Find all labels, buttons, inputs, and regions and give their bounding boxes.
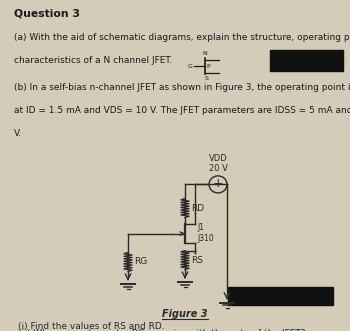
Text: Figure 3: Figure 3 — [162, 309, 208, 319]
Text: G: G — [188, 64, 193, 69]
Text: RS: RS — [191, 256, 203, 264]
Text: J1
J310: J1 J310 — [197, 222, 214, 243]
Text: N: N — [202, 51, 207, 56]
Text: RD: RD — [191, 204, 204, 213]
Text: (i) Find the values of RS and RD.: (i) Find the values of RS and RD. — [18, 322, 164, 331]
Text: +: + — [213, 177, 223, 190]
Text: P: P — [206, 64, 210, 69]
Text: VDD
20 V: VDD 20 V — [209, 154, 228, 173]
Text: S: S — [204, 76, 209, 81]
Text: (ii) Why connect resistor RG in series with the gate of the JFET?: (ii) Why connect resistor RG in series w… — [18, 329, 306, 331]
Text: at ID = 1.5 mA and VDS = 10 V. The JFET parameters are IDSS = 5 mA and VGS(off) : at ID = 1.5 mA and VDS = 10 V. The JFET … — [14, 106, 350, 115]
Text: (b) In a self-bias n-channel JFET as shown in Figure 3, the operating point is t: (b) In a self-bias n-channel JFET as sho… — [14, 83, 350, 92]
Text: (a) With the aid of schematic diagrams, explain the structure, operating princip: (a) With the aid of schematic diagrams, … — [14, 33, 350, 42]
FancyBboxPatch shape — [228, 288, 333, 305]
Text: V.: V. — [14, 129, 22, 138]
Text: RG: RG — [134, 258, 147, 266]
Text: characteristics of a N channel JFET.: characteristics of a N channel JFET. — [14, 56, 173, 65]
Text: Question 3: Question 3 — [14, 8, 80, 18]
FancyBboxPatch shape — [270, 50, 343, 71]
